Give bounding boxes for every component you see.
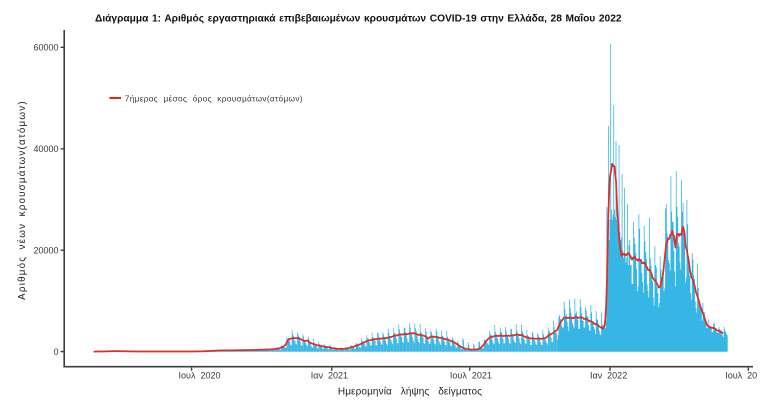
svg-text:Ιαν 2021: Ιαν 2021 (311, 371, 348, 381)
svg-text:7ήμερος μέσος όρος κρουσμάτων(: 7ήμερος μέσος όρος κρουσμάτων(ατόμων) (125, 93, 303, 103)
svg-text:Ημερομηνία λήψης δείγματος: Ημερομηνία λήψης δείγματος (338, 386, 482, 398)
svg-text:Αριθμός νέων κρουσμάτων(ατόμων: Αριθμός νέων κρουσμάτων(ατόμων) (17, 100, 28, 300)
svg-text:20000: 20000 (33, 245, 58, 255)
svg-text:Ιουλ 2021: Ιουλ 2021 (450, 371, 492, 381)
svg-text:60000: 60000 (33, 43, 58, 53)
svg-text:40000: 40000 (33, 144, 58, 154)
svg-text:0: 0 (53, 347, 58, 357)
svg-text:Ιουλ 2020: Ιουλ 2020 (179, 371, 221, 381)
svg-text:Ιαν 2022: Ιαν 2022 (590, 371, 627, 381)
svg-text:Ιουλ 20: Ιουλ 20 (725, 371, 757, 381)
svg-text:Διάγραμμα 1: Αριθμός εργαστηρι: Διάγραμμα 1: Αριθμός εργαστηριακά επιβεβ… (95, 13, 622, 25)
